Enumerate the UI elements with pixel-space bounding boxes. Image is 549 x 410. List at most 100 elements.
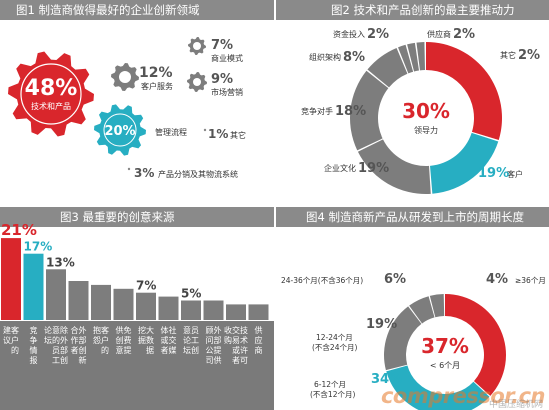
- svg-text:提: 提: [124, 345, 132, 355]
- donut2-slice: [430, 132, 499, 194]
- donut4-value: 19%: [366, 317, 397, 332]
- svg-text:的: 的: [101, 345, 109, 355]
- svg-text:除: 除: [60, 325, 68, 335]
- svg-text:员: 员: [191, 326, 199, 335]
- figure3-bar-chart: 21%客户的建议17%竞争情报13%除外部创意的员工论坛外部创新合作者客户的抱怨…: [0, 221, 274, 410]
- svg-text:大: 大: [146, 325, 154, 335]
- gear-value-other: 1%: [208, 127, 228, 141]
- svg-text:掘: 掘: [138, 336, 146, 345]
- svg-text:费: 费: [124, 335, 132, 345]
- gear-value-tech: 48%: [25, 76, 78, 101]
- bar-9: [181, 300, 201, 320]
- dot-icon: [203, 128, 207, 132]
- donut4-slice: [384, 306, 422, 371]
- svg-text:供: 供: [214, 355, 222, 365]
- donut2-value: 8%: [343, 50, 365, 65]
- figure2-header: 图2 技术和产品创新的最主要推动力: [276, 0, 549, 20]
- svg-text:抱: 抱: [93, 325, 101, 335]
- svg-text:或: 或: [232, 345, 240, 355]
- bar-8: [158, 296, 179, 320]
- donut4-label: 6-12个月: [314, 380, 346, 389]
- dot-icon: [127, 167, 131, 171]
- svg-text:情: 情: [30, 345, 38, 355]
- svg-text:挖: 挖: [138, 325, 146, 335]
- svg-text:户: 户: [11, 335, 19, 345]
- bar-category-label: 社交媒 体或者: [161, 325, 177, 355]
- donut4-slice: [409, 296, 435, 324]
- svg-text:许: 许: [240, 345, 248, 355]
- bar-6: [113, 288, 134, 320]
- svg-text:者: 者: [161, 346, 169, 355]
- svg-text:创: 创: [60, 355, 68, 365]
- bar-12: [248, 304, 269, 320]
- svg-text:问: 问: [206, 336, 214, 345]
- figure3-panel: 图3 最重要的创意来源 21% 客户的建议 17% 竞争情报 13% 除外部创意的员工论坛…: [0, 207, 274, 410]
- svg-text:建: 建: [3, 325, 11, 335]
- svg-text:议: 议: [3, 336, 11, 345]
- svg-text:争: 争: [30, 335, 38, 345]
- figure4-header: 图4 制造商新产品从研发到上市的周期长度: [276, 207, 549, 227]
- svg-text:者: 者: [232, 356, 240, 365]
- donut4-center-label: < 6个月: [430, 361, 460, 370]
- svg-text:作: 作: [71, 335, 79, 345]
- svg-text:免: 免: [124, 325, 132, 335]
- donut2-slice: [398, 44, 414, 74]
- svg-text:客: 客: [101, 325, 109, 335]
- svg-text:可: 可: [240, 356, 248, 365]
- bar-value-label: 7%: [136, 279, 156, 293]
- svg-text:公: 公: [206, 346, 214, 355]
- svg-text:司: 司: [206, 356, 214, 365]
- svg-text:据: 据: [146, 345, 154, 355]
- donut2-label: 组织架构: [309, 52, 341, 62]
- svg-text:意: 意: [183, 325, 191, 335]
- donut4-label: (不含12个月): [310, 389, 355, 399]
- donut4-value: 34%: [371, 372, 402, 387]
- svg-text:应: 应: [255, 335, 263, 345]
- svg-text:部: 部: [214, 335, 222, 345]
- donut2-center-label: 领导力: [414, 125, 438, 135]
- figure3-header: 图3 最重要的创意来源: [0, 207, 274, 227]
- donut2-slice: [350, 70, 389, 151]
- watermark-logo: compressor.cn: [380, 384, 546, 408]
- donut2-label: 供应商: [427, 29, 451, 39]
- svg-text:交: 交: [169, 335, 177, 345]
- figure4-donut: 37% < 6个月 ≥36个月 4% 24-36个月(不含36个月) 6% 12-24个…: [281, 272, 546, 410]
- svg-text:供: 供: [255, 325, 263, 335]
- svg-text:购: 购: [224, 335, 232, 345]
- watermark-subtitle: 中国压缩机网: [488, 400, 543, 410]
- donut4-slice: [445, 294, 506, 396]
- donut2-label: 资金投入: [333, 29, 365, 39]
- bar-value-label: 13%: [46, 255, 75, 269]
- svg-text:者: 者: [71, 346, 79, 355]
- bar-2: [23, 253, 44, 320]
- gear-value-service: 12%: [139, 65, 173, 81]
- donut2-slice: [416, 42, 425, 71]
- svg-text:合: 合: [71, 325, 79, 335]
- svg-text:意: 意: [116, 345, 124, 355]
- donut4-center-value: 37%: [421, 334, 469, 358]
- svg-text:社: 社: [169, 325, 177, 335]
- bar-10: [203, 300, 224, 320]
- gear-value-distribution: 3%: [134, 166, 154, 180]
- svg-text:外: 外: [60, 335, 68, 345]
- svg-text:工: 工: [52, 356, 60, 365]
- svg-text:新: 新: [79, 355, 87, 365]
- figure1-panel: 图1 制造商做得最好的企业创新领域 48% 技术和产品 12% 客户服务 7% …: [0, 0, 274, 203]
- donut2-value: 2%: [518, 48, 540, 63]
- figure1-header: 图1 制造商做得最好的企业创新领域: [0, 0, 274, 20]
- svg-text:客: 客: [11, 325, 19, 335]
- donut2-value: 19%: [358, 161, 389, 176]
- svg-text:员: 员: [52, 346, 60, 355]
- svg-text:坛: 坛: [183, 345, 191, 355]
- svg-text:交: 交: [232, 325, 240, 335]
- bar-1: [1, 238, 21, 320]
- bar-value-label: 17%: [24, 240, 53, 254]
- donut2-value: 19%: [478, 166, 509, 181]
- svg-text:论: 论: [183, 335, 191, 345]
- bar-3: [46, 269, 66, 320]
